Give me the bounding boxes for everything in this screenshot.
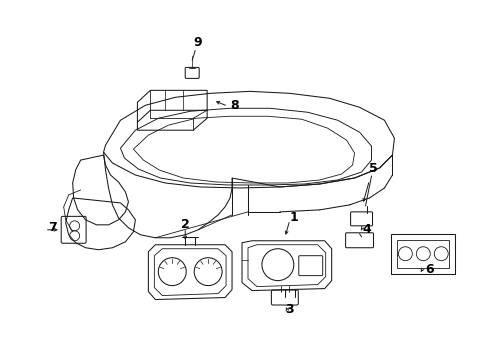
Text: 2: 2 xyxy=(181,218,189,231)
Text: 3: 3 xyxy=(285,303,294,316)
Text: 6: 6 xyxy=(424,263,433,276)
Text: 4: 4 xyxy=(362,223,370,236)
Text: 8: 8 xyxy=(230,99,239,112)
Text: 1: 1 xyxy=(289,211,298,224)
Text: 7: 7 xyxy=(48,221,57,234)
Text: 5: 5 xyxy=(368,162,377,175)
Text: 9: 9 xyxy=(193,36,202,49)
